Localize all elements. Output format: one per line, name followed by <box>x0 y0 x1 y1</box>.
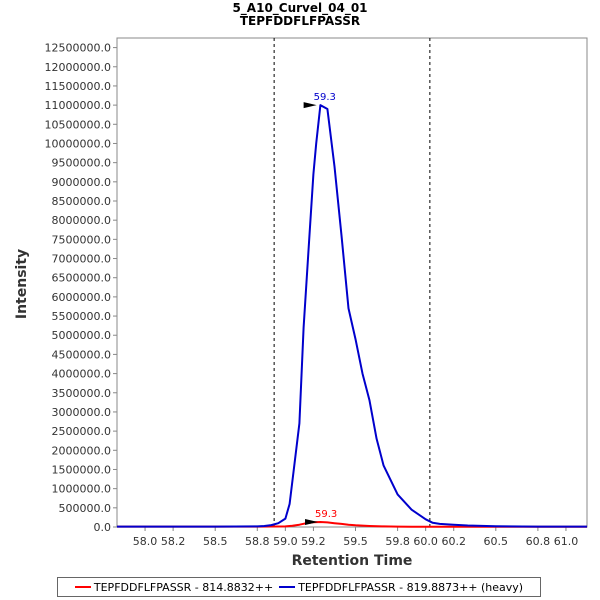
y-tick-label: 10500000.0 <box>45 118 111 131</box>
x-tick-label: 60.8 <box>526 535 551 548</box>
y-axis-label: Intensity <box>14 249 30 319</box>
plot-area <box>116 37 588 528</box>
y-tick-label: 4500000.0 <box>52 348 112 361</box>
y-tick-label: 9000000.0 <box>52 176 112 189</box>
y-tick-label: 6000000.0 <box>52 291 112 304</box>
y-tick-label: 500000.0 <box>59 502 112 515</box>
y-tick-label: 2500000.0 <box>52 425 112 438</box>
series-group: 59.3 59.3 <box>117 92 587 528</box>
legend: TEPFDDFLFPASSR - 814.8832++ TEPFDDFLFPAS… <box>57 577 541 597</box>
legend-label-light: TEPFDDFLFPASSR - 814.8832++ <box>93 580 274 594</box>
y-tick-label: 5500000.0 <box>52 310 112 323</box>
y-tick-label: 7500000.0 <box>52 233 112 246</box>
x-tick-label: 61.0 <box>554 535 579 548</box>
x-tick-label: 59.0 <box>273 535 298 548</box>
y-tick-label: 10000000.0 <box>45 137 111 150</box>
x-tick-label: 59.8 <box>385 535 410 548</box>
chart-title: 5_A10_Curvel_04_01 <box>232 1 367 16</box>
x-axis: 58.0 58.2 58.5 58.8 59.0 59.2 59.5 59.8 60.0 60.2… <box>133 527 578 548</box>
x-axis-label: Retention Time <box>292 553 413 569</box>
y-tick-label: 6500000.0 <box>52 272 112 285</box>
peak-arrow <box>303 102 317 109</box>
y-tick-label: 5000000.0 <box>52 329 112 342</box>
y-tick-label: 4000000.0 <box>52 368 112 381</box>
x-tick-label: 60.5 <box>484 535 509 548</box>
peak-arrow <box>305 519 319 526</box>
chart-subtitle: TEPFDDFLFPASSR <box>240 14 360 28</box>
x-tick-label: 60.2 <box>441 535 466 548</box>
y-tick-label: 2000000.0 <box>52 444 112 457</box>
y-tick-label: 9500000.0 <box>52 157 112 170</box>
y-tick-label: 12000000.0 <box>45 61 111 74</box>
peak-label: 59.3 <box>315 509 337 520</box>
y-tick-label: 3000000.0 <box>52 406 112 419</box>
y-tick-label: 1000000.0 <box>52 483 112 496</box>
legend-swatch-light <box>74 586 91 588</box>
legend-entry-light: TEPFDDFLFPASSR - 814.8832++ <box>74 580 274 594</box>
y-tick-label: 1500000.0 <box>52 463 112 476</box>
y-tick-label: 0.0 <box>94 521 112 534</box>
legend-label-heavy: TEPFDDFLFPASSR - 819.8873++ (heavy) <box>298 580 524 594</box>
y-tick-label: 11500000.0 <box>45 80 111 93</box>
x-tick-label: 58.0 <box>133 535 158 548</box>
legend-swatch-heavy <box>279 586 296 588</box>
y-tick-label: 11000000.0 <box>45 99 111 112</box>
y-tick-label: 3500000.0 <box>52 387 112 400</box>
y-tick-label: 8500000.0 <box>52 195 112 208</box>
y-tick-label: 8000000.0 <box>52 214 112 227</box>
y-tick-label: 12500000.0 <box>45 42 111 55</box>
x-tick-label: 58.2 <box>161 535 186 548</box>
x-tick-label: 59.5 <box>343 535 368 548</box>
y-axis: 0.0 500000.0 1000000.0 1500000.0 2000000.0 25… <box>45 42 117 534</box>
x-tick-label: 60.0 <box>413 535 438 548</box>
y-tick-label: 7000000.0 <box>52 253 112 266</box>
series-line-1 <box>117 104 587 528</box>
peak-label: 59.3 <box>314 92 336 103</box>
legend-entry-heavy: TEPFDDFLFPASSR - 819.8873++ (heavy) <box>279 581 523 594</box>
x-tick-label: 58.5 <box>203 535 228 548</box>
x-tick-label: 59.2 <box>301 535 326 548</box>
x-tick-label: 58.8 <box>245 535 270 548</box>
